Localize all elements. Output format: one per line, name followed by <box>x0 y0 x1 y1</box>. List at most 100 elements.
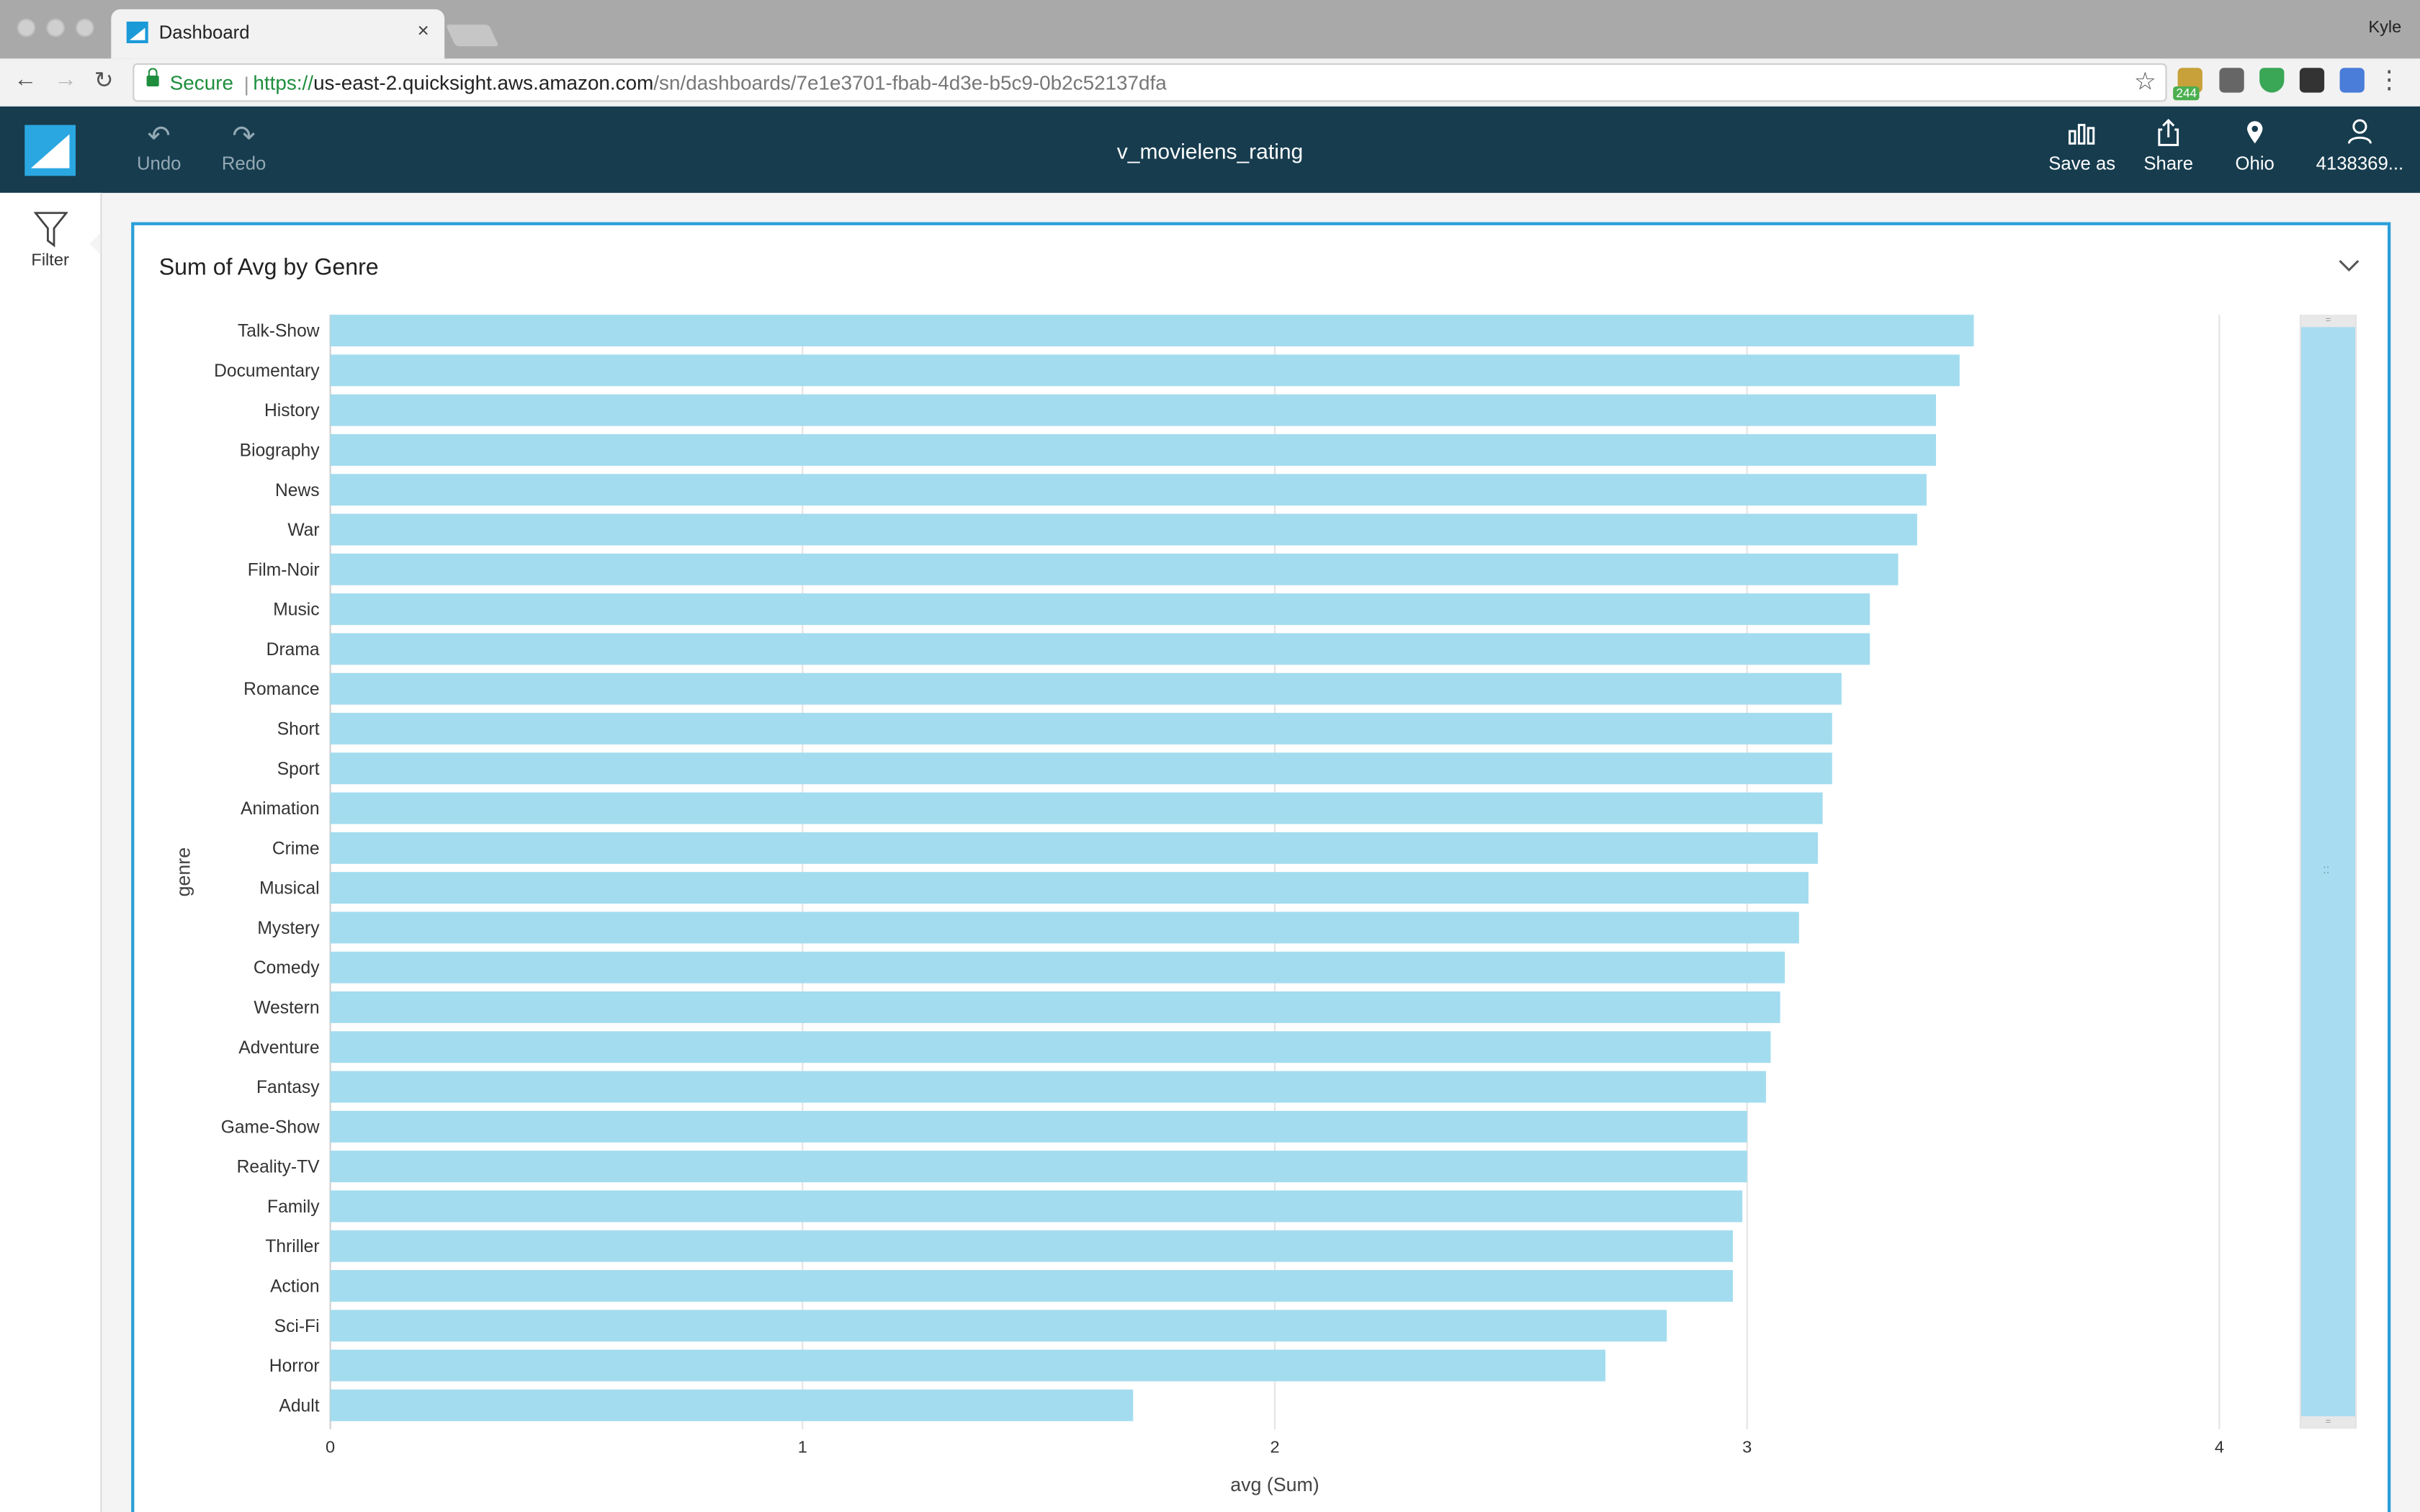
chart-scrollbar[interactable]: = = :: <box>2299 315 2357 1429</box>
category-label: Documentary <box>214 361 320 381</box>
share-icon <box>2139 119 2197 153</box>
url-separator: | <box>243 72 249 96</box>
category-label: Short <box>277 720 320 739</box>
bar <box>330 1389 1134 1421</box>
extension-shield-icon[interactable] <box>2259 68 2285 93</box>
category-label: Sci-Fi <box>274 1317 320 1336</box>
undo-button[interactable]: ↶ Undo <box>133 119 185 174</box>
window-close-button[interactable] <box>17 18 36 37</box>
left-rail: Filter <box>0 192 102 1512</box>
redo-label: Redo <box>221 153 266 175</box>
visual-panel[interactable]: Sum of Avg by Genre 0 1 2 3 4 Talk-Show Docume… <box>131 222 2391 1512</box>
browser-tab[interactable]: Dashboard × <box>111 9 445 59</box>
bar <box>330 672 1842 705</box>
category-label: Musical <box>259 879 319 899</box>
category-label: Sport <box>277 760 320 779</box>
category-label: War <box>287 521 319 540</box>
tab-close-icon[interactable]: × <box>417 18 429 42</box>
x-tick-label: 3 <box>1742 1437 1752 1456</box>
bar <box>330 553 1899 585</box>
bar <box>330 1071 1766 1103</box>
save-as-label: Save as <box>2048 153 2116 175</box>
bookmark-star-icon[interactable]: ☆ <box>2133 69 2156 96</box>
extension-reader-icon[interactable] <box>2219 68 2244 93</box>
filter-button[interactable]: Filter <box>0 212 100 270</box>
category-label: Fantasy <box>256 1078 320 1097</box>
extension-calendar-icon[interactable]: 244 <box>2173 68 2202 101</box>
redo-button[interactable]: ↷ Redo <box>218 119 270 174</box>
extension-glasses-icon[interactable] <box>2299 68 2325 93</box>
bar <box>330 593 1870 626</box>
x-axis-title: avg (Sum) <box>1230 1474 1319 1495</box>
browser-tab-bar: Dashboard × Kyle <box>0 0 2420 59</box>
undo-icon: ↶ <box>147 120 171 151</box>
bar <box>330 991 1780 1023</box>
filter-label: Filter <box>31 251 69 270</box>
quicksight-logo[interactable] <box>24 125 76 176</box>
new-tab-button[interactable] <box>445 24 499 47</box>
scrollbar-top-handle[interactable]: = <box>2301 315 2355 328</box>
analysis-title: v_movielens_rating <box>1116 138 1304 164</box>
y-axis-title: genre <box>173 847 194 896</box>
category-label: Crime <box>272 839 320 858</box>
tab-title: Dashboard <box>158 22 250 43</box>
bar <box>330 832 1819 864</box>
chevron-down-icon[interactable] <box>2338 253 2360 277</box>
undo-label: Undo <box>136 153 182 175</box>
save-as-button[interactable]: Save as <box>2043 119 2120 174</box>
x-tick-label: 1 <box>798 1437 807 1456</box>
bar <box>330 752 1832 785</box>
category-label: Comedy <box>254 958 320 978</box>
filter-funnel-icon <box>33 212 68 248</box>
category-label: Romance <box>243 680 319 699</box>
account-button[interactable]: 4138369... <box>2311 119 2409 174</box>
bar <box>330 474 1927 506</box>
x-tick-label: 2 <box>1270 1437 1279 1456</box>
bar <box>330 1230 1734 1262</box>
profile-name[interactable]: Kyle <box>2368 18 2402 37</box>
back-arrow-icon[interactable]: ← <box>14 66 37 93</box>
account-label: 4138369... <box>2316 153 2404 175</box>
category-label: Western <box>254 999 319 1018</box>
category-label: Game-Show <box>221 1117 320 1137</box>
share-button[interactable]: Share <box>2139 119 2197 174</box>
user-icon <box>2311 119 2409 153</box>
category-label: Animation <box>241 799 320 819</box>
bar <box>330 872 1809 904</box>
category-label: Reality-TV <box>237 1158 321 1177</box>
bar <box>330 633 1870 665</box>
reload-icon[interactable]: ↻ <box>94 68 114 94</box>
bar <box>330 1151 1747 1183</box>
url-text: https://us-east-2.quicksight.aws.amazon.… <box>253 71 1166 94</box>
x-tick-label: 0 <box>326 1437 335 1456</box>
bar <box>330 792 1823 824</box>
address-bar[interactable]: Secure | https://us-east-2.quicksight.aw… <box>133 63 2167 102</box>
scrollbar-thumb[interactable] <box>2301 327 2355 1417</box>
bar <box>330 513 1917 546</box>
scrollbar-bottom-handle[interactable]: = <box>2301 1416 2355 1429</box>
category-label: Talk-Show <box>238 322 320 341</box>
redo-icon: ↷ <box>232 120 256 151</box>
bar <box>330 433 1937 466</box>
bar <box>330 912 1799 944</box>
category-label: Horror <box>269 1356 320 1376</box>
window-minimize-button[interactable] <box>46 18 65 37</box>
location-pin-icon <box>2230 119 2280 153</box>
category-label: Action <box>270 1277 319 1297</box>
category-label: News <box>275 481 320 500</box>
region-button[interactable]: Ohio <box>2230 119 2280 174</box>
category-label: Adult <box>279 1396 319 1416</box>
bar <box>330 1270 1734 1302</box>
bar-chart: 0 1 2 3 4 Talk-Show Documentary History Biograph… <box>173 315 2224 1495</box>
category-label: Family <box>267 1197 320 1217</box>
browser-menu-icon[interactable]: ⋮ <box>2377 68 2402 94</box>
bar <box>330 1031 1771 1063</box>
forward-arrow-icon[interactable]: → <box>54 66 78 93</box>
bar <box>330 1110 1747 1143</box>
category-label: Adventure <box>238 1038 319 1058</box>
extension-translate-icon[interactable] <box>2339 68 2365 93</box>
bar <box>330 1190 1743 1223</box>
bar <box>330 1349 1605 1382</box>
x-tick-label: 4 <box>2215 1437 2224 1456</box>
window-maximize-button[interactable] <box>76 18 94 37</box>
